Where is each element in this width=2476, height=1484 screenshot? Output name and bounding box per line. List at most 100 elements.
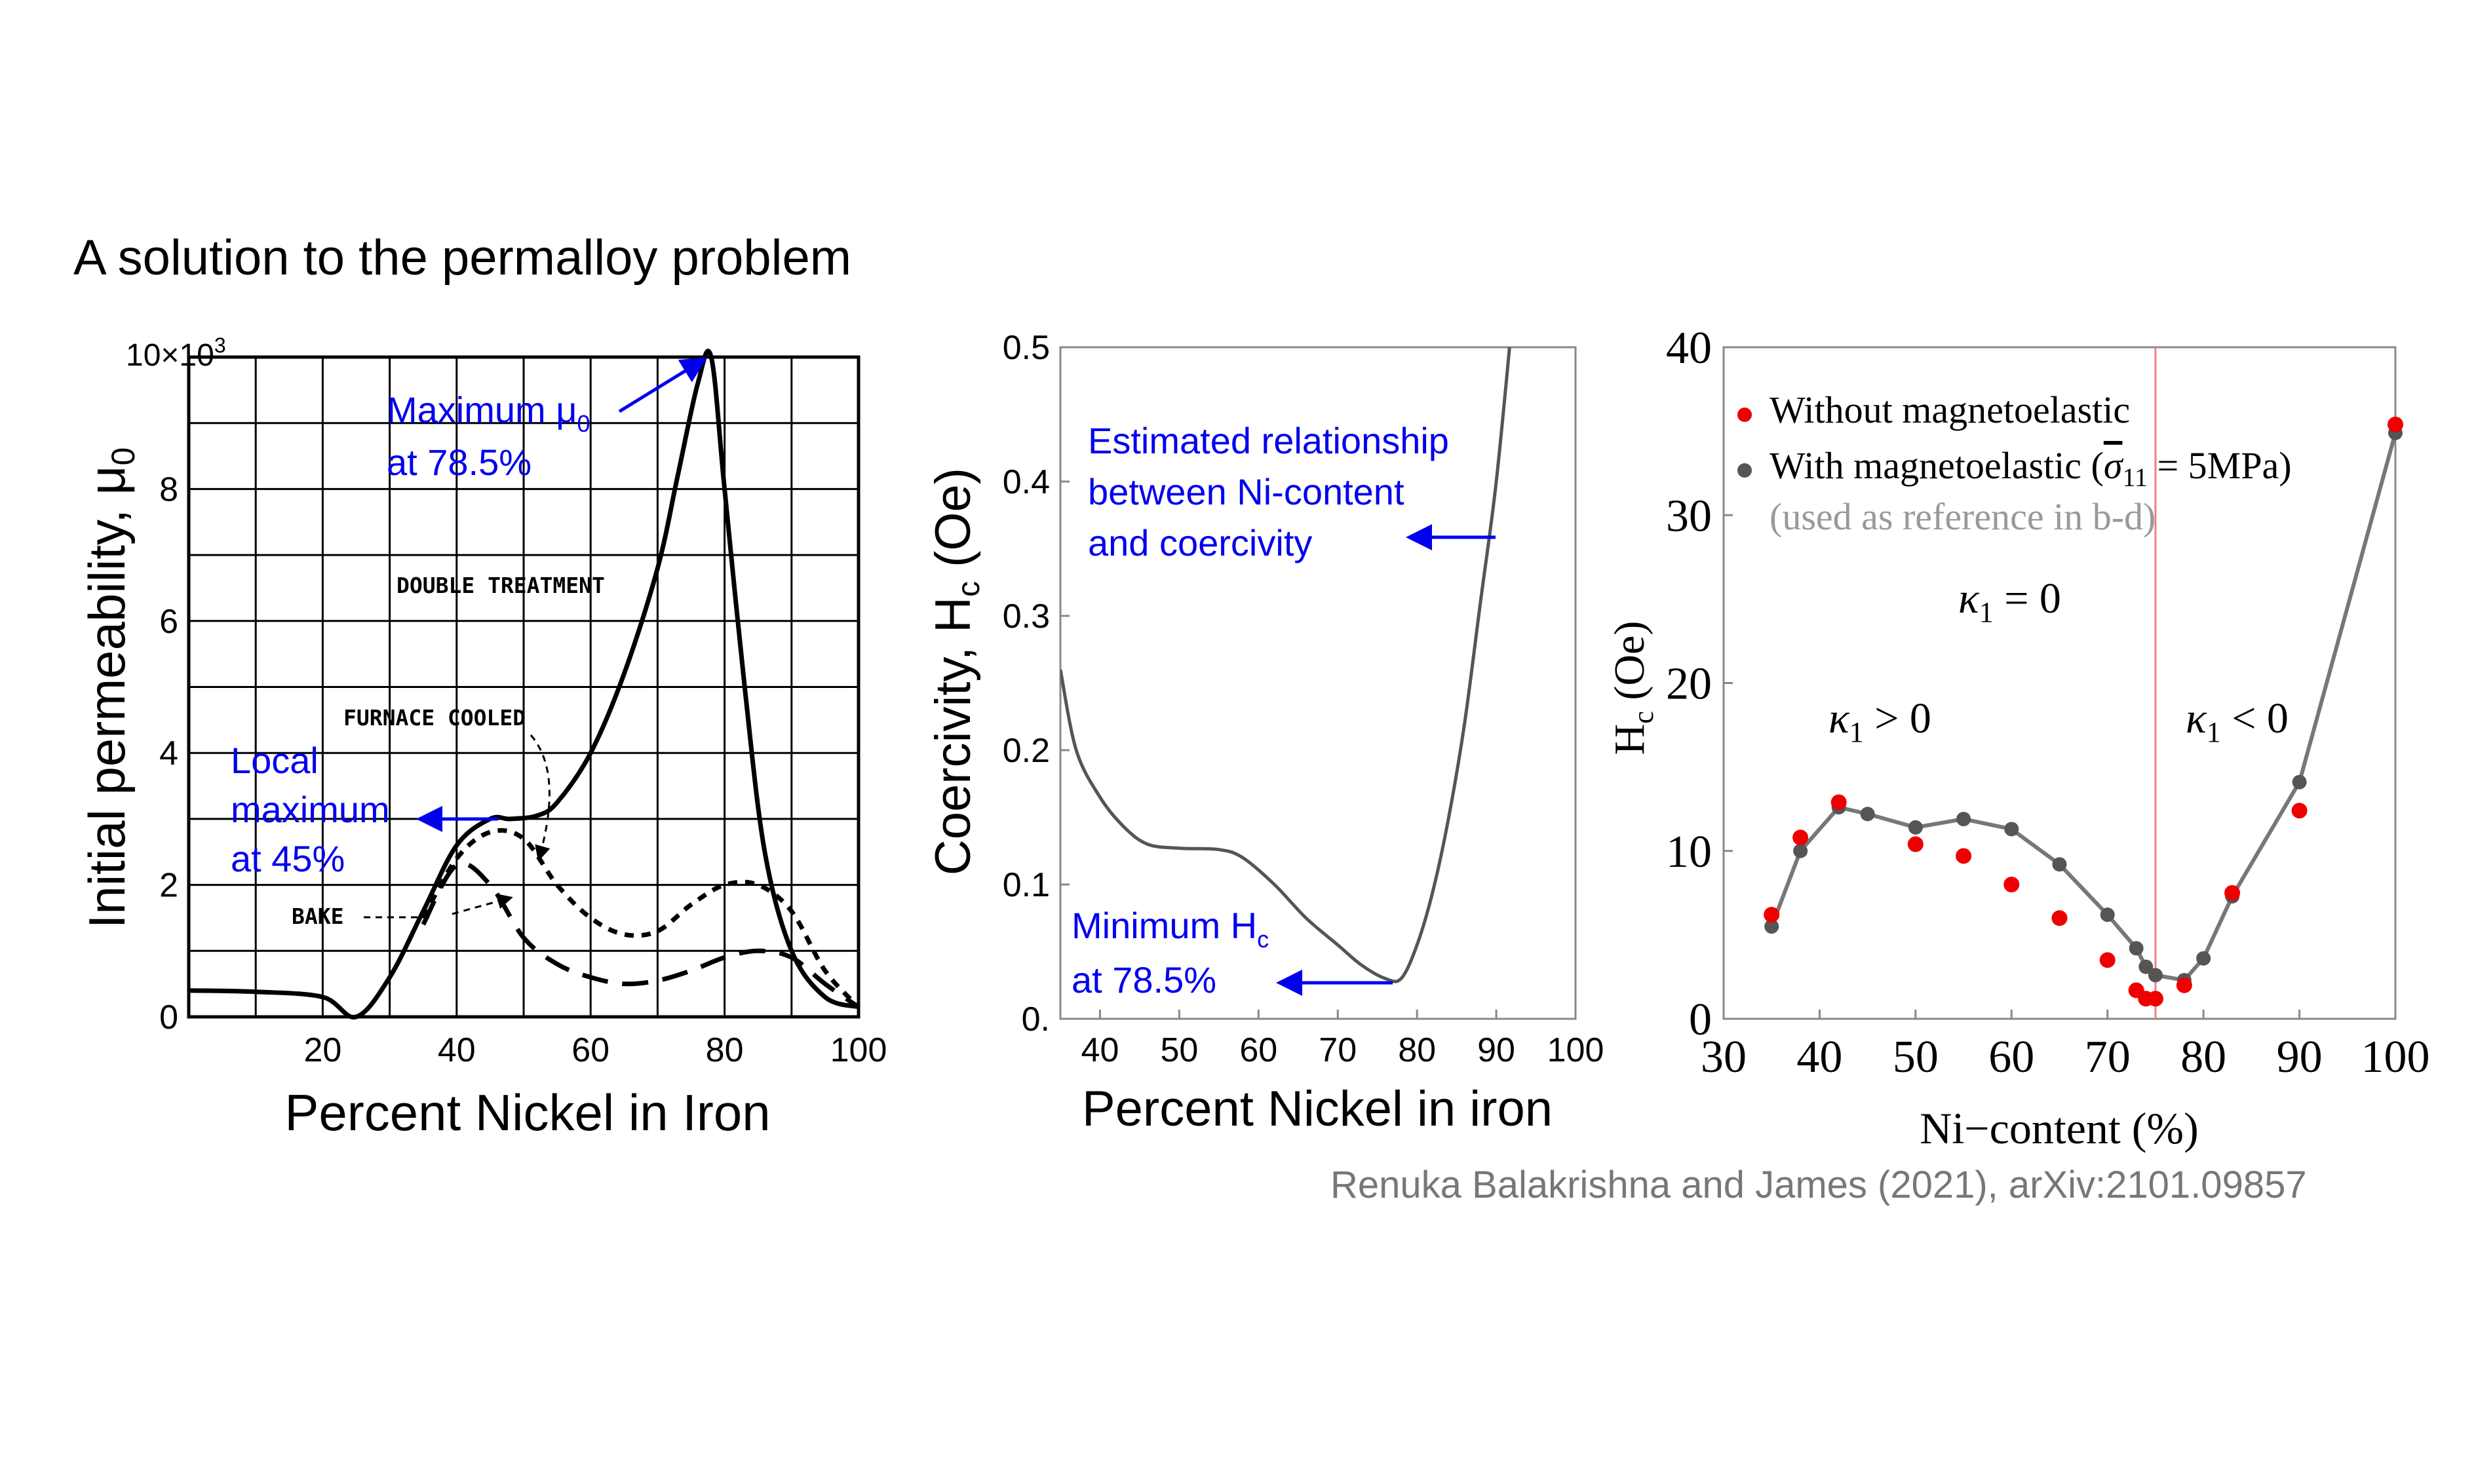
y-tick-label: 0.1 [1003, 866, 1050, 904]
without-magnetoelastic-point [1956, 848, 1972, 864]
annotation-min-hc-line2: at 78.5% [1072, 959, 1216, 1000]
x-tick-label: 80 [706, 1031, 744, 1069]
panel-c-chart: 30 40 50 60 70 80 90 100 0 10 20 30 40 Ni−content (%)… [1606, 323, 2430, 1153]
x-tick-label: 50 [1160, 1031, 1198, 1069]
with-magnetoelastic-point [2129, 941, 2144, 956]
label-double-treatment: DOUBLE TREATMENT [397, 573, 605, 598]
y-tick-label: 0.2 [1003, 732, 1050, 770]
x-tick-label: 70 [2085, 1032, 2131, 1082]
without-magnetoelastic-point [1830, 794, 1847, 810]
region-label: κ1 = 0 [1958, 575, 2061, 628]
x-tick-label: 80 [2180, 1032, 2226, 1082]
x-tick-label: 40 [1081, 1031, 1119, 1069]
annotation-max-mu-arrow [618, 357, 708, 413]
with-magnetoelastic-point [1860, 807, 1875, 822]
y-tick-label: 0. [1022, 1000, 1050, 1038]
x-axis-label: Ni−content (%) [1920, 1103, 2198, 1153]
coercivity-curve [1060, 347, 1511, 983]
y-tick-label: 30 [1666, 491, 1712, 541]
annotation-estimated-line3: and coercivity [1088, 522, 1312, 563]
annotation-min-hc-line1: Minimum Hc [1072, 905, 1269, 953]
region-label: κ1 > 0 [1828, 694, 1931, 748]
y-tick-label: 2 [159, 867, 178, 905]
bake-pointer [364, 898, 511, 919]
x-tick-label: 70 [1319, 1031, 1357, 1069]
with-magnetoelastic-point [2004, 822, 2019, 837]
legend-label-without: Without magnetoelastic [1770, 389, 2130, 431]
legend-marker-without [1737, 408, 1752, 422]
without-magnetoelastic-point [2291, 803, 2308, 819]
x-tick-label: 60 [571, 1031, 609, 1069]
with-magnetoelastic-point [2052, 857, 2067, 872]
y-tick-label: 40 [1666, 323, 1712, 373]
x-tick-label: 40 [1796, 1032, 1842, 1082]
legend-label-with: With magnetoelastic (σ11 = 5MPa) [1770, 444, 2292, 492]
page-title: A solution to the permalloy problem [73, 230, 852, 286]
credit-text: Renuka Balakrishna and James (2021), arX… [1330, 1164, 2307, 1206]
panel-b-chart: 40 50 60 70 80 90 100 0. 0.1 0.2 0.3 0.4 0.5 Percent … [925, 329, 1604, 1137]
panel-a-chart: 20 40 60 80 100 0 2 4 6 8 10×103 Percent Nickel in … [78, 333, 887, 1141]
annotation-estimated-line1: Estimated relationship [1088, 420, 1449, 461]
y-top-tick-label: 10×103 [126, 333, 226, 373]
y-tick-label: 0.3 [1003, 598, 1050, 636]
without-magnetoelastic-point [2003, 877, 2020, 892]
region-label: κ1 < 0 [2186, 694, 2289, 748]
x-tick-label: 80 [1398, 1031, 1436, 1069]
x-tick-label: 90 [1477, 1031, 1515, 1069]
y-axis-label: Coercivity, Hc (Oe) [925, 468, 986, 875]
without-magnetoelastic-point [2147, 991, 2163, 1007]
with-magnetoelastic-point [2138, 959, 2154, 974]
x-tick-label: 50 [1893, 1032, 1939, 1082]
y-tick-label: 20 [1666, 659, 1712, 710]
y-axis-label: Initial permeability, μ0 [78, 447, 142, 929]
with-magnetoelastic-point [2196, 951, 2211, 966]
x-axis-label: Percent Nickel in iron [1082, 1081, 1553, 1137]
with-magnetoelastic-point [2292, 774, 2307, 790]
x-tick-label: 30 [1701, 1032, 1747, 1082]
legend-marker-with [1737, 463, 1752, 478]
x-tick-label: 60 [1239, 1031, 1277, 1069]
y-tick-label: 0 [1689, 995, 1712, 1045]
y-tick-label: 0.4 [1003, 463, 1050, 501]
with-magnetoelastic-point [2148, 968, 2163, 983]
y-tick-label: 8 [159, 470, 178, 508]
with-magnetoelastic-point [1793, 843, 1808, 858]
with-magnetoelastic-point [1956, 812, 1971, 827]
without-magnetoelastic-point [1764, 907, 1780, 923]
with-magnetoelastic-point [2100, 907, 2115, 923]
x-tick-label: 20 [303, 1031, 341, 1069]
without-magnetoelastic-point [1907, 836, 1924, 852]
annotation-local-max-line3: at 45% [231, 838, 345, 879]
curve-solid [188, 349, 859, 1019]
label-furnace-cooled: FURNACE COOLED [343, 705, 526, 731]
legend-note: (used as reference in b-d) [1770, 495, 2156, 538]
x-tick-label: 60 [1988, 1032, 2034, 1082]
y-tick-label: 0.5 [1003, 329, 1050, 367]
with-magnetoelastic-point [1908, 820, 1923, 835]
y-tick-label: 0 [159, 999, 178, 1037]
without-magnetoelastic-point [2388, 416, 2403, 432]
x-tick-label: 100 [2361, 1032, 2430, 1082]
plot-frame [1059, 346, 1577, 1020]
curve-dotted [421, 828, 861, 1009]
without-magnetoelastic-point [2224, 885, 2241, 901]
annotation-local-max-line1: Local [231, 740, 319, 781]
y-tick-label: 4 [159, 734, 178, 772]
annotation-local-max-line2: maximum [231, 789, 390, 830]
x-tick-label: 100 [830, 1031, 887, 1069]
y-tick-label: 6 [159, 603, 178, 641]
x-tick-label: 90 [2277, 1032, 2323, 1082]
annotation-max-mu-line2: at 78.5% [387, 442, 532, 483]
label-bake: BAKE [292, 904, 343, 929]
without-magnetoelastic-point [2099, 952, 2116, 968]
annotation-estimated-line2: between Ni-content [1088, 471, 1404, 512]
y-axis-label: Hc (Oe) [1606, 621, 1659, 755]
x-tick-label: 40 [438, 1031, 476, 1069]
plot-frame [187, 355, 861, 1019]
x-tick-label: 100 [1547, 1031, 1604, 1069]
with-magnetoelastic-point [1764, 919, 1779, 934]
annotation-max-mu-line1: Maximum μ0 [387, 389, 590, 437]
x-axis-label: Percent Nickel in Iron [284, 1084, 770, 1141]
furnace-pointer [530, 734, 551, 862]
